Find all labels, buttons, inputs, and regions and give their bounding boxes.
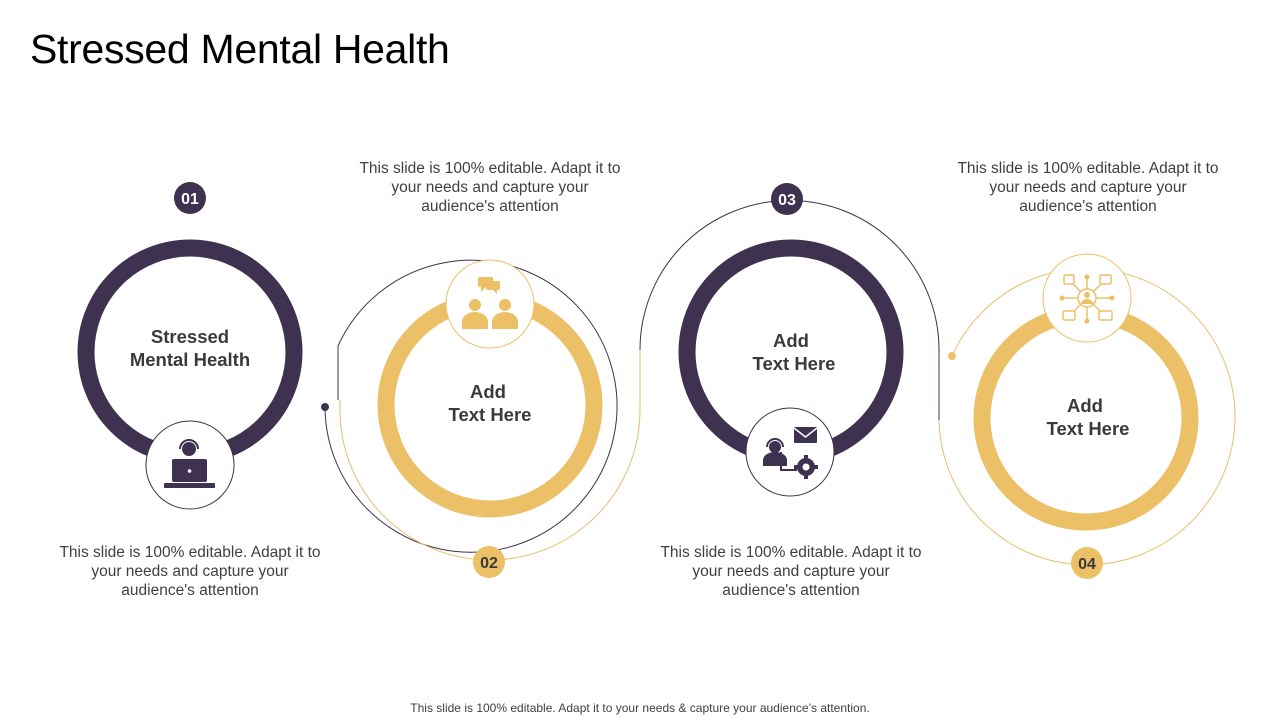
step-3-center-line1: Add (773, 330, 809, 351)
step-3-description: This slide is 100% editable. Adapt it to… (660, 544, 922, 599)
step-4-center-line1: Add (1067, 395, 1103, 416)
step-2-description: This slide is 100% editable. Adapt it to… (359, 160, 621, 215)
step-4-center-line2: Text Here (1047, 418, 1130, 439)
step-3-badge-number: 03 (778, 192, 796, 209)
footer-note: This slide is 100% editable. Adapt it to… (410, 701, 870, 715)
step-3: Add Text Here 03 (639, 183, 940, 497)
step-1-badge-number: 01 (181, 191, 199, 208)
team-chat-icon (462, 277, 518, 329)
step-1-description: This slide is 100% editable. Adapt it to… (59, 544, 321, 599)
step-2-icon-circle (445, 259, 535, 349)
network-user-icon (1059, 274, 1115, 324)
step-2-badge-number: 02 (480, 555, 498, 572)
step-2: Add Text Here 02 (339, 259, 641, 578)
step-3-badge (771, 183, 803, 215)
step-1: Stressed Mental Health 01 (77, 182, 618, 553)
step-4-badge (1071, 547, 1103, 579)
step-3-center-line2: Text Here (753, 353, 836, 374)
step-1-badge (174, 182, 206, 214)
step-4: Add Text Here 04 (938, 253, 1236, 579)
step-2-center-line1: Add (470, 381, 506, 402)
page-title: Stressed Mental Health (30, 26, 450, 72)
step-4-badge-number: 04 (1078, 556, 1096, 573)
step-1-connector-dot (321, 403, 329, 411)
step-1-center-line1: Stressed (151, 326, 229, 347)
step-4-description: This slide is 100% editable. Adapt it to… (957, 160, 1219, 215)
step-3-icon-circle (745, 407, 835, 497)
support-settings-icon (763, 427, 818, 479)
step-4-connector-dot (948, 352, 956, 360)
step-1-center-line2: Mental Health (130, 349, 250, 370)
step-2-center-line2: Text Here (449, 404, 532, 425)
operator-laptop-icon (164, 439, 215, 488)
step-1-outer-arc (324, 259, 618, 553)
step-2-badge (473, 546, 505, 578)
